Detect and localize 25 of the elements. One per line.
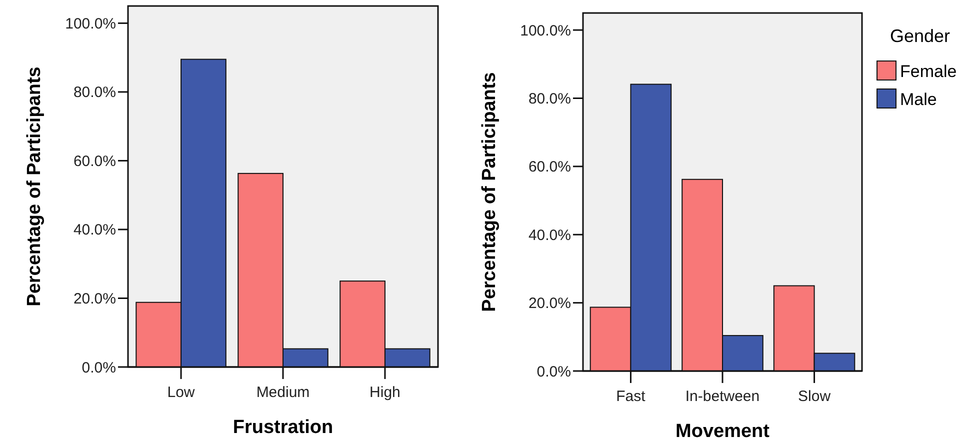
- legend-label: Female: [900, 62, 957, 81]
- y-tick-label: 60.0%: [73, 152, 116, 170]
- x-tick-label: In-between: [685, 388, 760, 405]
- y-tick-label: 0.0%: [536, 363, 571, 380]
- y-tick-label: 40.0%: [528, 226, 571, 244]
- y-tick-label: 20.0%: [73, 290, 116, 308]
- y-tick-label: 40.0%: [73, 222, 116, 239]
- x-axis-title: Movement: [676, 421, 770, 442]
- x-tick-label: Fast: [616, 388, 646, 405]
- x-tick-label: Slow: [798, 388, 831, 405]
- y-tick-label: 80.0%: [73, 84, 116, 102]
- legend-label: Male: [900, 90, 937, 109]
- x-axis-title: Frustration: [232, 417, 334, 438]
- x-tick-label: High: [370, 384, 400, 401]
- y-tick-label: 20.0%: [528, 295, 571, 312]
- y-tick-label: 60.0%: [528, 158, 571, 176]
- y-tick-label: 0.0%: [82, 359, 116, 376]
- y-axis-title: Percentage of Participants: [24, 66, 45, 306]
- y-axis-title: Percentage of Participants: [479, 72, 500, 312]
- y-tick-label: 100.0%: [65, 15, 116, 32]
- legend-title: Gender: [890, 26, 950, 46]
- y-tick-label: 80.0%: [528, 90, 571, 108]
- x-tick-label: Low: [167, 384, 195, 401]
- y-tick-label: 100.0%: [520, 22, 571, 40]
- x-tick-label: Medium: [256, 384, 310, 401]
